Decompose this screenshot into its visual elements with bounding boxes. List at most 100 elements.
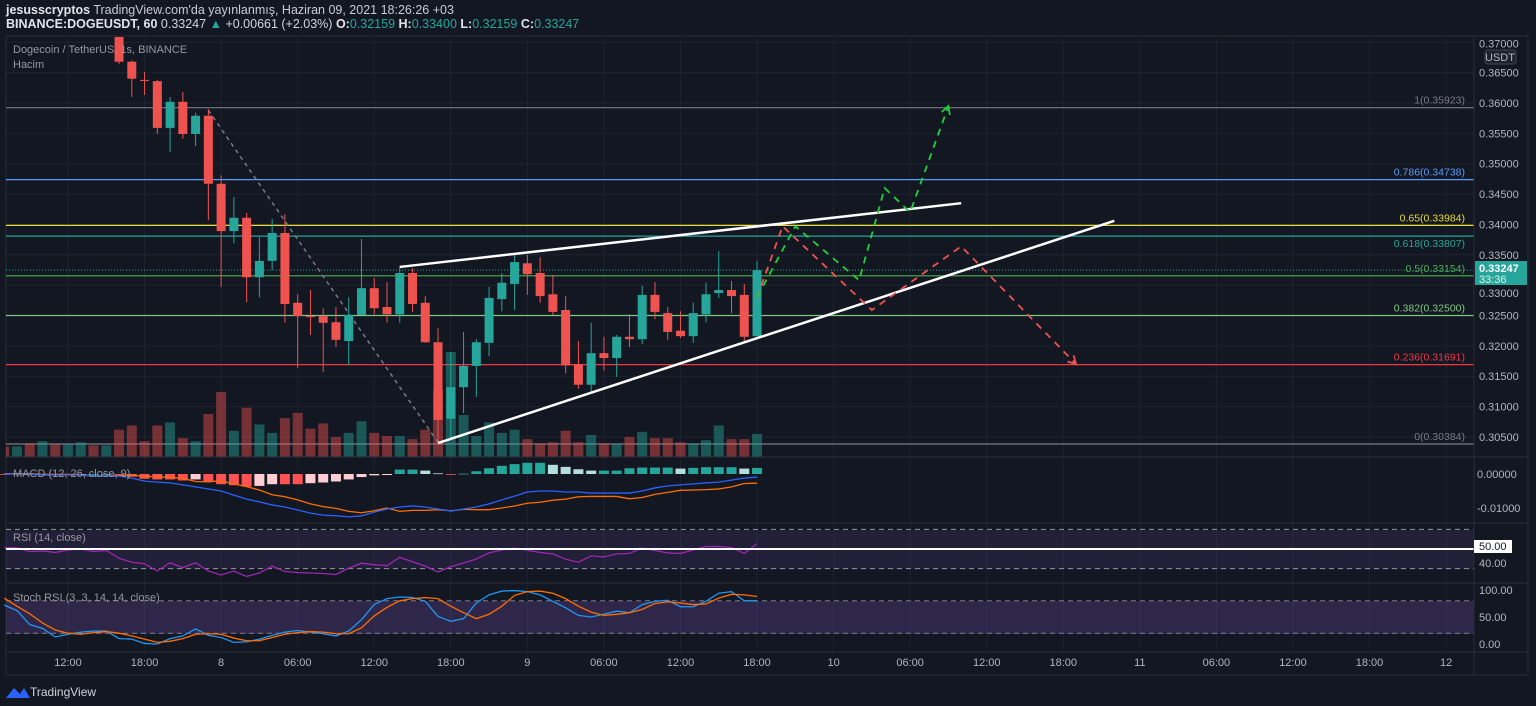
candle xyxy=(548,274,558,315)
candle xyxy=(254,237,264,298)
stoch-rsi-legend: Stoch RSI (3, 3, 14, 14, close) xyxy=(13,592,160,604)
volume-bar xyxy=(11,446,22,457)
price-tick-label: 0.35000 xyxy=(1479,159,1519,171)
last-price: 0.33247 xyxy=(160,17,207,31)
volume-bar xyxy=(496,432,507,457)
fib-level-label: 0.65(0.33984) xyxy=(1400,212,1465,224)
macd-histogram-bar xyxy=(177,474,188,481)
candle xyxy=(675,311,685,338)
candle-body xyxy=(369,288,379,309)
candle xyxy=(637,285,647,345)
macd-histogram-bar xyxy=(675,468,686,474)
trendline xyxy=(437,219,1115,445)
rsi-pane[interactable] xyxy=(4,528,1474,578)
time-axis[interactable]: 12:00 18:00 8 06:00 12:00 18:00 9 06:00 12:00 18:… xyxy=(54,657,1452,669)
macd-histogram-bar xyxy=(216,474,227,485)
candle xyxy=(459,331,469,414)
author-name[interactable]: jesusscryptos xyxy=(6,3,91,17)
projection-path xyxy=(756,105,950,298)
candle-body xyxy=(229,217,239,232)
macd-histogram-bar xyxy=(701,467,711,474)
price-tag-countdown: 33:36 xyxy=(1479,274,1507,286)
volume-bar xyxy=(573,442,584,457)
volume-bar xyxy=(547,442,558,457)
volume-bar xyxy=(739,439,750,457)
candle xyxy=(369,277,379,315)
macd-histogram-bar xyxy=(241,474,252,487)
fib-anchor-line xyxy=(207,109,439,443)
published-text: TradingView.com'da yayınlanmış, Haziran … xyxy=(93,3,454,17)
macd-histogram-bar xyxy=(471,471,482,474)
candle xyxy=(267,218,277,270)
macd-histogram-bar xyxy=(88,474,99,475)
fib-level-label: 1(0.35923) xyxy=(1414,95,1465,107)
candle-body xyxy=(727,290,737,297)
candle xyxy=(344,297,354,366)
stoch-rsi-pane[interactable] xyxy=(3,589,1474,645)
candle-body xyxy=(293,302,303,317)
volume-bar xyxy=(726,439,737,457)
macd-histogram-bar xyxy=(649,467,660,474)
time-tick-label: 06:00 xyxy=(1203,657,1231,669)
macd-histogram-bar xyxy=(420,470,431,474)
volume-bar xyxy=(228,430,239,457)
symbol: BINANCE:DOGEUSDT, 60 xyxy=(6,17,158,31)
footer[interactable]: TradingView xyxy=(6,685,96,699)
fib-level-label: 0.618(0.33807) xyxy=(1394,238,1465,250)
macd-histogram-bar xyxy=(228,474,239,486)
volume-bar xyxy=(394,436,405,457)
price-tick-label: 0.31500 xyxy=(1479,371,1519,383)
macd-histogram-bar xyxy=(611,470,622,474)
volume-bar xyxy=(101,445,112,457)
macd-tick-label: -0.01000 xyxy=(1477,503,1520,515)
candle-body xyxy=(254,260,264,278)
volume-bar xyxy=(637,431,648,457)
currency-badge[interactable]: USDT xyxy=(1484,49,1517,65)
price-tick-label: 0.36500 xyxy=(1479,68,1519,80)
candle-body xyxy=(701,294,711,315)
candle-body xyxy=(561,310,571,366)
macd-pane[interactable] xyxy=(0,462,763,518)
macd-histogram-bar xyxy=(407,469,418,474)
candle xyxy=(152,79,162,134)
candle-body xyxy=(395,273,405,315)
volume-bar xyxy=(190,441,201,457)
time-tick-label: 18:00 xyxy=(1050,657,1078,669)
volume-bar xyxy=(305,428,316,457)
candle xyxy=(701,282,711,323)
macd-histogram-bar xyxy=(624,468,635,474)
rsi-tag: 50.00 xyxy=(1474,540,1512,553)
volume-bar xyxy=(6,446,10,457)
volume-bar xyxy=(254,424,265,457)
volume-bar xyxy=(63,444,73,457)
macd-histogram-bar xyxy=(292,474,303,485)
volume-legend: Hacim xyxy=(13,59,44,71)
candle-body xyxy=(446,387,456,419)
candle-body xyxy=(548,294,558,312)
macd-histogram-bar xyxy=(509,464,520,474)
macd-histogram-bar xyxy=(101,474,112,475)
volume-bar xyxy=(586,434,597,457)
volume-bar xyxy=(50,444,61,457)
volume-bar xyxy=(75,442,86,457)
price-tick-label: 0.35500 xyxy=(1479,128,1519,140)
macd-histogram-bar xyxy=(637,467,648,474)
macd-tick-label: 0.00000 xyxy=(1477,469,1517,481)
candle-body xyxy=(624,336,634,340)
tradingview-logo-icon xyxy=(6,688,30,698)
candle-body xyxy=(675,330,685,337)
macd-histogram-bar xyxy=(394,469,405,474)
volume-bar xyxy=(675,442,686,457)
price-axis[interactable]: 0.37000 0.36500 0.36000 0.35500 0.35000 0.345… xyxy=(1473,36,1520,675)
candle-body xyxy=(127,61,137,79)
candle-body xyxy=(305,316,315,318)
candle-body xyxy=(318,316,328,323)
price-pane[interactable]: 1(0.35923) 0.786(0.34738) 0.65(0.33984) 0.6… xyxy=(0,35,1474,457)
volume-bar xyxy=(330,437,341,457)
volume-bar xyxy=(318,423,329,457)
candle xyxy=(203,109,213,221)
candle-body xyxy=(650,294,660,312)
price-tick-label: 0.34500 xyxy=(1479,189,1519,201)
candle-body xyxy=(331,322,341,340)
